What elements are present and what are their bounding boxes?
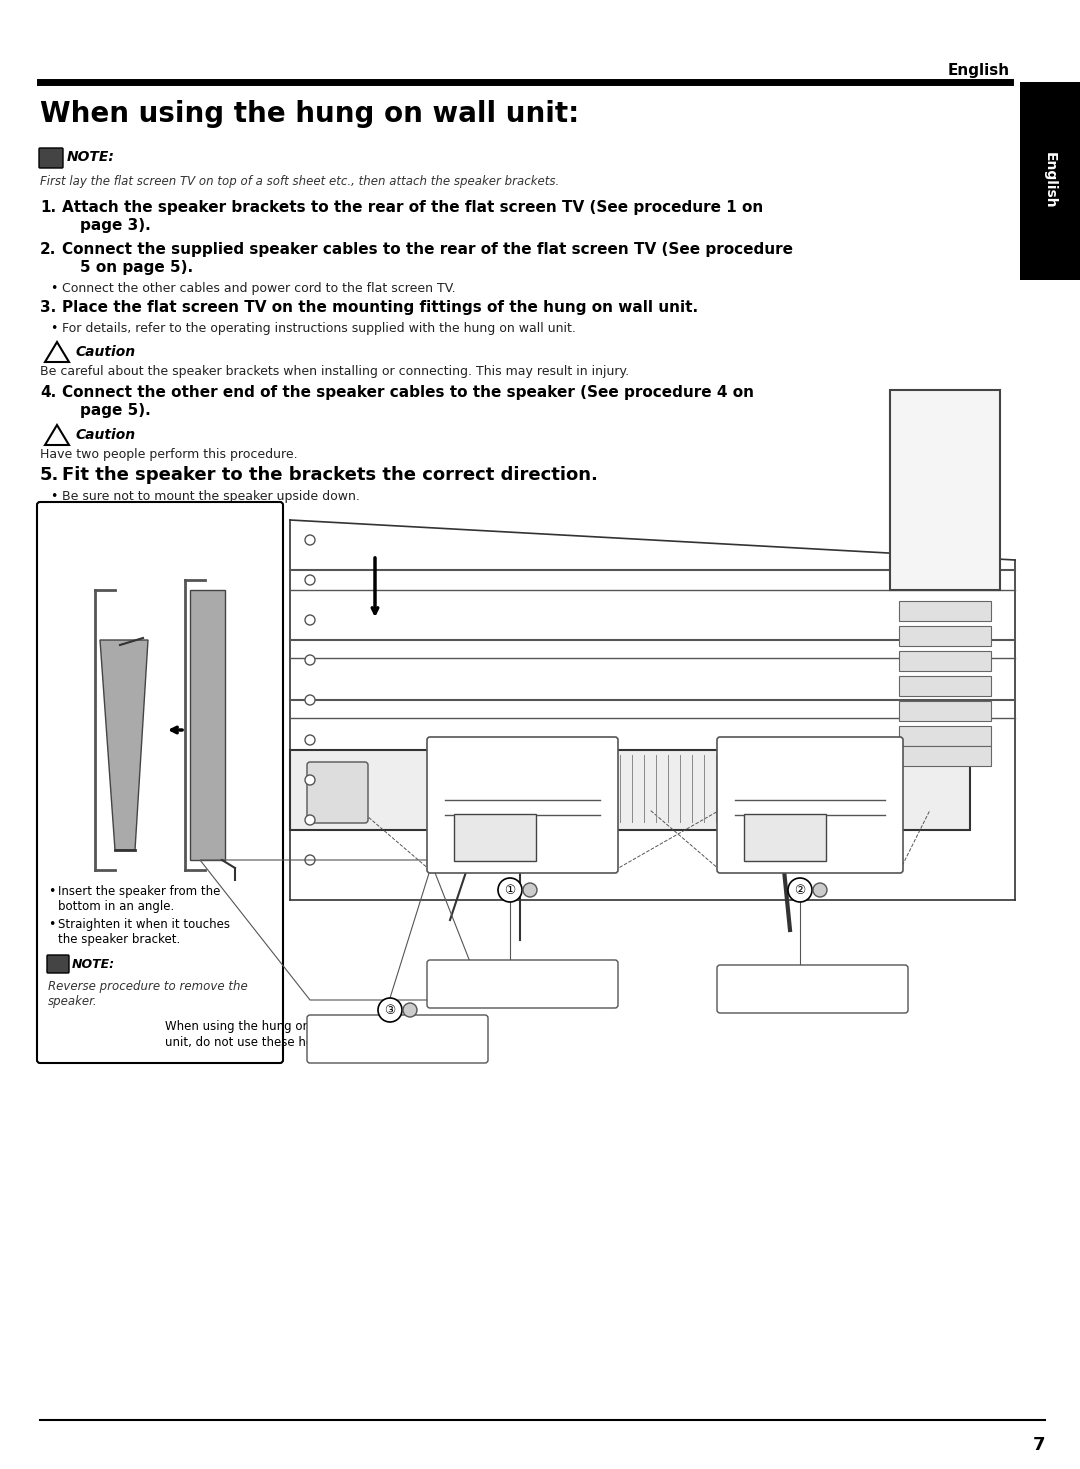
Text: •: •: [48, 918, 55, 931]
Text: ②: ②: [795, 883, 806, 896]
Text: •: •: [50, 491, 57, 502]
FancyBboxPatch shape: [899, 651, 991, 671]
Text: unit, do not use these holes.: unit, do not use these holes.: [165, 1036, 334, 1049]
FancyBboxPatch shape: [37, 502, 283, 1064]
Text: Connect the other end of the speaker cables to the speaker (See procedure 4 on: Connect the other end of the speaker cab…: [62, 385, 754, 400]
Text: 2.: 2.: [40, 242, 56, 257]
Text: Connect the other cables and power cord to the flat screen TV.: Connect the other cables and power cord …: [62, 282, 456, 295]
Text: !: !: [55, 351, 59, 361]
Circle shape: [498, 878, 522, 902]
Text: 7: 7: [1032, 1437, 1045, 1454]
Text: /: /: [50, 959, 54, 970]
Text: page 5).: page 5).: [80, 403, 151, 419]
Text: English: English: [1043, 151, 1057, 209]
Text: screw (M5 x 10 mm): screw (M5 x 10 mm): [752, 984, 873, 997]
Text: screw (M5 x 10 mm): screw (M5 x 10 mm): [461, 978, 582, 992]
Polygon shape: [45, 342, 69, 361]
Polygon shape: [190, 591, 225, 859]
FancyBboxPatch shape: [899, 601, 991, 621]
FancyBboxPatch shape: [899, 626, 991, 646]
Polygon shape: [1020, 82, 1080, 281]
Polygon shape: [291, 751, 970, 830]
Circle shape: [305, 815, 315, 826]
Text: NOTE:: NOTE:: [72, 958, 116, 971]
FancyBboxPatch shape: [427, 961, 618, 1008]
Text: Be sure not to mount the speaker upside down.: Be sure not to mount the speaker upside …: [62, 491, 360, 502]
Text: 3.: 3.: [40, 300, 56, 314]
Circle shape: [305, 655, 315, 665]
Text: NOTE:: NOTE:: [67, 150, 114, 165]
Text: •: •: [48, 884, 55, 898]
Text: Speaker mounting: Speaker mounting: [342, 1047, 451, 1061]
Text: Speaker mounting: Speaker mounting: [758, 997, 866, 1011]
Text: Reverse procedure to remove the: Reverse procedure to remove the: [48, 980, 247, 993]
FancyBboxPatch shape: [427, 737, 618, 873]
FancyBboxPatch shape: [899, 726, 991, 746]
Text: ③: ③: [384, 1003, 395, 1017]
Text: Place the flat screen TV on the mounting fittings of the hung on wall unit.: Place the flat screen TV on the mounting…: [62, 300, 698, 314]
Circle shape: [813, 883, 827, 898]
FancyBboxPatch shape: [307, 762, 368, 823]
Circle shape: [523, 883, 537, 898]
Text: •: •: [50, 282, 57, 295]
Circle shape: [305, 855, 315, 865]
Text: First lay the flat screen TV on top of a soft sheet etc., then attach the speake: First lay the flat screen TV on top of a…: [40, 175, 559, 188]
Circle shape: [788, 878, 812, 902]
FancyBboxPatch shape: [890, 389, 1000, 591]
FancyBboxPatch shape: [48, 955, 69, 972]
FancyBboxPatch shape: [39, 148, 63, 167]
Text: Have two people perform this procedure.: Have two people perform this procedure.: [40, 448, 298, 461]
Circle shape: [305, 535, 315, 545]
Circle shape: [378, 997, 402, 1022]
Text: Attach the speaker brackets to the rear of the flat screen TV (See procedure 1 o: Attach the speaker brackets to the rear …: [62, 200, 764, 214]
FancyBboxPatch shape: [899, 701, 991, 721]
FancyBboxPatch shape: [744, 814, 826, 861]
FancyBboxPatch shape: [717, 737, 903, 873]
Text: •: •: [50, 322, 57, 335]
Text: Connect the supplied speaker cables to the rear of the flat screen TV (See proce: Connect the supplied speaker cables to t…: [62, 242, 793, 257]
FancyBboxPatch shape: [899, 746, 991, 765]
Text: Insert the speaker from the: Insert the speaker from the: [58, 884, 220, 898]
Text: 5.: 5.: [40, 466, 59, 483]
Circle shape: [305, 574, 315, 585]
Text: /: /: [43, 151, 48, 165]
Text: Caution: Caution: [75, 427, 135, 442]
Polygon shape: [45, 425, 69, 445]
Circle shape: [305, 616, 315, 624]
Circle shape: [305, 776, 315, 784]
Text: screw (M5 x 10 mm): screw (M5 x 10 mm): [337, 1034, 457, 1047]
FancyBboxPatch shape: [307, 1015, 488, 1064]
Circle shape: [305, 734, 315, 745]
Text: For details, refer to the operating instructions supplied with the hung on wall : For details, refer to the operating inst…: [62, 322, 576, 335]
Text: !: !: [55, 433, 59, 444]
Text: Speaker mounting: Speaker mounting: [468, 993, 577, 1006]
Text: When using the hung on wall: When using the hung on wall: [165, 1019, 337, 1033]
FancyBboxPatch shape: [728, 768, 812, 824]
Text: 5 on page 5).: 5 on page 5).: [80, 260, 193, 275]
Text: 1.: 1.: [40, 200, 56, 214]
Text: 4.: 4.: [40, 385, 56, 400]
FancyBboxPatch shape: [899, 676, 991, 696]
Text: Be careful about the speaker brackets when installing or connecting. This may re: Be careful about the speaker brackets wh…: [40, 364, 630, 378]
Text: speaker.: speaker.: [48, 995, 97, 1008]
Polygon shape: [285, 505, 1020, 1061]
Text: Caution: Caution: [75, 345, 135, 358]
Text: When using the hung on wall unit:: When using the hung on wall unit:: [40, 100, 579, 128]
Text: ①: ①: [504, 883, 515, 896]
Polygon shape: [100, 640, 148, 851]
Text: English: English: [948, 63, 1010, 78]
Text: Fit the speaker to the brackets the correct direction.: Fit the speaker to the brackets the corr…: [62, 466, 598, 483]
Text: Straighten it when it touches: Straighten it when it touches: [58, 918, 230, 931]
Circle shape: [305, 695, 315, 705]
Circle shape: [403, 1003, 417, 1017]
FancyBboxPatch shape: [717, 965, 908, 1014]
Text: page 3).: page 3).: [80, 217, 151, 234]
Text: bottom in an angle.: bottom in an angle.: [58, 900, 174, 914]
Text: the speaker bracket.: the speaker bracket.: [58, 933, 180, 946]
FancyBboxPatch shape: [454, 814, 536, 861]
